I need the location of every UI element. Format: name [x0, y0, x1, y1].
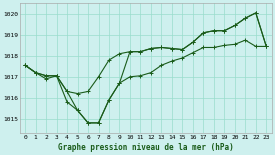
X-axis label: Graphe pression niveau de la mer (hPa): Graphe pression niveau de la mer (hPa)	[58, 143, 233, 152]
